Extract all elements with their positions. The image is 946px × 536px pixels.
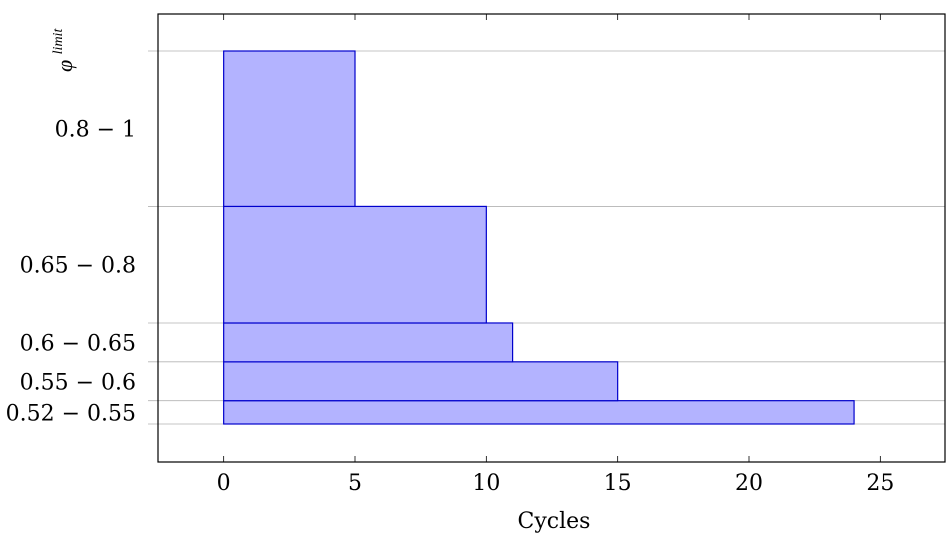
y-tick-label: 0.65 − 0.8 (20, 254, 136, 279)
x-tick-label: 5 (348, 471, 362, 496)
y-tick-label: 0.52 − 0.55 (6, 401, 136, 426)
ticks-layer (223, 14, 881, 462)
plot-frame (157, 13, 946, 463)
y-axis-label-symbol: φ (52, 60, 77, 72)
bar (223, 400, 855, 425)
x-tick-label: 10 (472, 471, 500, 496)
x-tick-label: 0 (217, 471, 231, 496)
labels-layer: 0.52 − 0.55 0.55 − 0.6 0.6 − 0.65 0.65 − 0.… (6, 118, 895, 496)
bar (223, 205, 487, 324)
y-tick-label: 0.8 − 1 (55, 118, 136, 143)
svg-text:φ limit: φ limit (51, 28, 77, 72)
x-tick-label: 20 (735, 471, 763, 496)
y-tick-label: 0.6 − 0.65 (20, 331, 136, 356)
y-tick-label: 0.55 − 0.6 (20, 370, 136, 395)
bar (223, 361, 619, 402)
y-axis-label: φ limit (51, 28, 77, 72)
bar (223, 322, 514, 363)
y-axis-label-superscript: limit (51, 28, 66, 55)
bar (223, 50, 356, 208)
x-tick-label: 15 (604, 471, 632, 496)
bars-layer (223, 50, 855, 425)
x-axis-label: Cycles (518, 509, 591, 534)
x-tick-label: 25 (866, 471, 894, 496)
